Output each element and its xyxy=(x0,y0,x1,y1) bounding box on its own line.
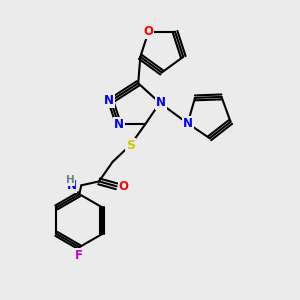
Text: N: N xyxy=(66,179,76,192)
Text: O: O xyxy=(143,25,154,38)
Text: S: S xyxy=(126,139,135,152)
Text: N: N xyxy=(156,96,166,110)
Text: N: N xyxy=(104,94,114,107)
Text: O: O xyxy=(118,180,128,193)
Text: N: N xyxy=(114,118,124,131)
Text: N: N xyxy=(183,117,193,130)
Text: F: F xyxy=(75,248,83,262)
Text: H: H xyxy=(66,176,75,185)
